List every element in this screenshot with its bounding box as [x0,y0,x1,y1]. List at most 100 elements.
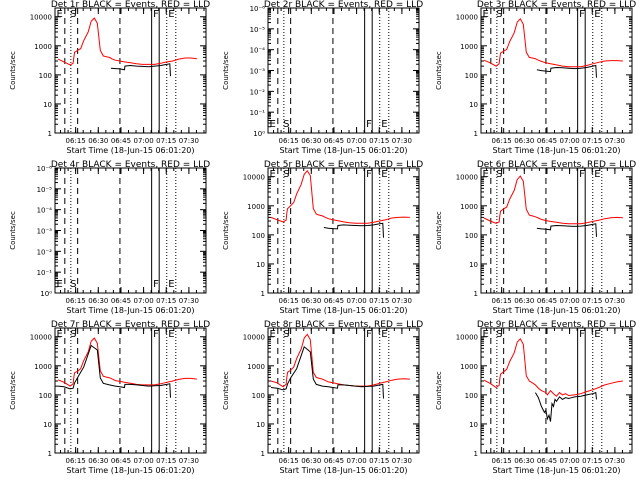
panel-title: Det 6r BLACK = Events, RED = LLD [477,160,636,170]
x-tick-label: 07:30 [605,137,625,145]
panel-title: Det 2r BLACK = Events, RED = LLD [264,0,423,10]
y-tick-label: 1000 [460,363,478,371]
series-lld-line [483,337,623,397]
marker-label-F: F [366,329,372,340]
y-axis-label: Counts/sec [435,211,443,250]
x-axis-label: Start Time (18-Jun-15 06:01:20) [493,466,621,475]
x-tick-label: 07:00 [133,297,153,305]
y-tick-label: 10 [469,101,478,109]
plot-frame [54,7,207,134]
marker-label-E: E [381,169,387,180]
y-tick-label: 10⁻⁴ [37,207,53,215]
x-tick-label: 07:30 [179,457,199,465]
y-tick-label: 10 [469,421,478,429]
y-axis-label: Counts/sec [9,371,17,410]
panel-det-6: Det 6r BLACK = Events, RED = LLD Counts/s… [435,160,636,315]
marker-label-S: S [283,329,289,340]
y-tick-label: 10000 [30,334,52,342]
x-tick-label: 06:45 [111,457,131,465]
x-tick-label: 07:00 [559,297,579,305]
panel-title: Det 7r BLACK = Events, RED = LLD [51,320,210,330]
x-tick-label: 07:15 [369,137,389,145]
x-tick-label: 07:30 [605,457,625,465]
x-tick-label: 06:30 [88,457,108,465]
x-tick-label: 07:30 [179,137,199,145]
x-tick-label: 06:30 [88,137,108,145]
y-axis-label: Counts/sec [222,211,230,250]
y-axis-label: Counts/sec [222,371,230,410]
series-lld-line [57,17,197,66]
y-tick-label: 10000 [456,174,478,182]
marker-label-F: F [153,329,159,340]
y-tick-label: 1 [261,450,265,458]
y-tick-label: 10⁻¹ [250,109,266,117]
panel-title: Det 9r BLACK = Events, RED = LLD [477,320,636,330]
x-axis-label: Start Time (18-Jun-15 06:01:20) [67,146,195,155]
y-tick-label: 1000 [34,43,52,51]
series-events-line [110,63,171,77]
marker-label-E: E [483,329,489,340]
plot-frame [267,167,420,294]
series-lld-line [483,17,623,68]
marker-label-F: F [579,169,585,180]
panel-title: Det 1r BLACK = Events, RED = LLD [51,0,210,10]
y-tick-label: 10 [256,421,265,429]
y-axis-label: Counts/sec [9,211,17,250]
y-tick-label: 1 [261,290,265,298]
panel-title: Det 5r BLACK = Events, RED = LLD [264,160,423,170]
series-lld-line [483,175,623,225]
x-tick-label: 06:30 [301,457,321,465]
marker-label-S: S [496,9,502,20]
x-axis-label: Start Time (18-Jun-15 06:01:20) [67,306,195,315]
x-tick-label: 07:15 [582,297,602,305]
y-tick-label: 10⁻³ [37,228,53,236]
x-axis-label: Start Time (18-Jun-15 06:01:20) [280,146,408,155]
marker-label-E: E [594,169,600,180]
x-tick-label: 06:45 [537,137,557,145]
x-tick-label: 06:45 [537,457,557,465]
series-events-line [57,344,171,398]
y-tick-label: 10000 [456,334,478,342]
marker-label-S: S [496,329,502,340]
y-tick-label: 1 [48,130,52,138]
panel-det-9: Det 9r BLACK = Events, RED = LLD Counts/s… [435,320,636,475]
x-tick-label: 06:30 [514,137,534,145]
y-tick-label: 1 [474,450,478,458]
plot-frame [267,327,420,454]
x-tick-label: 07:15 [582,457,602,465]
x-tick-label: 07:00 [346,137,366,145]
panel-det-5: Det 5r BLACK = Events, RED = LLD Counts/s… [222,160,423,315]
x-tick-label: 06:15 [279,457,299,465]
marker-label-E: E [57,279,63,290]
x-tick-label: 06:15 [492,457,512,465]
y-tick-label: 10⁻⁵ [250,26,266,34]
marker-label-E: E [483,9,489,20]
series-lld-line [270,333,410,388]
x-tick-label: 07:30 [392,297,412,305]
x-tick-label: 07:00 [559,137,579,145]
x-tick-label: 07:30 [392,137,412,145]
panel-title: Det 3r BLACK = Events, RED = LLD [477,0,636,10]
x-tick-label: 07:00 [133,457,153,465]
y-tick-label: 10 [43,421,52,429]
y-tick-label: 10⁻² [37,248,53,256]
plot-frame [480,167,633,294]
x-tick-label: 07:15 [582,137,602,145]
y-tick-label: 10⁻⁵ [37,186,53,194]
x-axis-label: Start Time (18-Jun-15 06:01:20) [493,306,621,315]
y-tick-label: 100 [465,72,478,80]
x-tick-label: 07:15 [156,297,176,305]
y-tick-label: 10000 [30,14,52,22]
y-tick-label: 1000 [247,203,265,211]
y-tick-label: 10⁻⁶ [37,165,53,173]
panel-det-3: Det 3r BLACK = Events, RED = LLD Counts/s… [435,0,636,155]
x-tick-label: 07:00 [346,457,366,465]
panel-det-1: Det 1r BLACK = Events, RED = LLD Counts/s… [9,0,210,155]
marker-label-E: E [168,279,174,290]
y-tick-label: 1000 [460,203,478,211]
marker-label-F: F [366,119,372,130]
x-tick-label: 07:15 [369,457,389,465]
series-lld-line [57,337,197,387]
x-axis-label: Start Time (18-Jun-15 06:01:20) [67,466,195,475]
x-axis-label: Start Time (18-Jun-15 06:01:20) [280,466,408,475]
